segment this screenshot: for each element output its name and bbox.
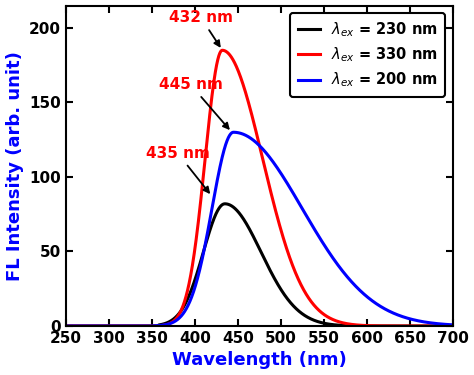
X-axis label: Wavelength (nm): Wavelength (nm): [172, 351, 346, 369]
Text: 432 nm: 432 nm: [169, 10, 233, 46]
Text: 435 nm: 435 nm: [146, 146, 210, 193]
Y-axis label: FL Intensity (arb. unit): FL Intensity (arb. unit): [6, 51, 24, 281]
Text: 445 nm: 445 nm: [159, 77, 228, 129]
Legend: $\lambda_{ex}$ = 230 nm, $\lambda_{ex}$ = 330 nm, $\lambda_{ex}$ = 200 nm: $\lambda_{ex}$ = 230 nm, $\lambda_{ex}$ …: [291, 13, 445, 97]
